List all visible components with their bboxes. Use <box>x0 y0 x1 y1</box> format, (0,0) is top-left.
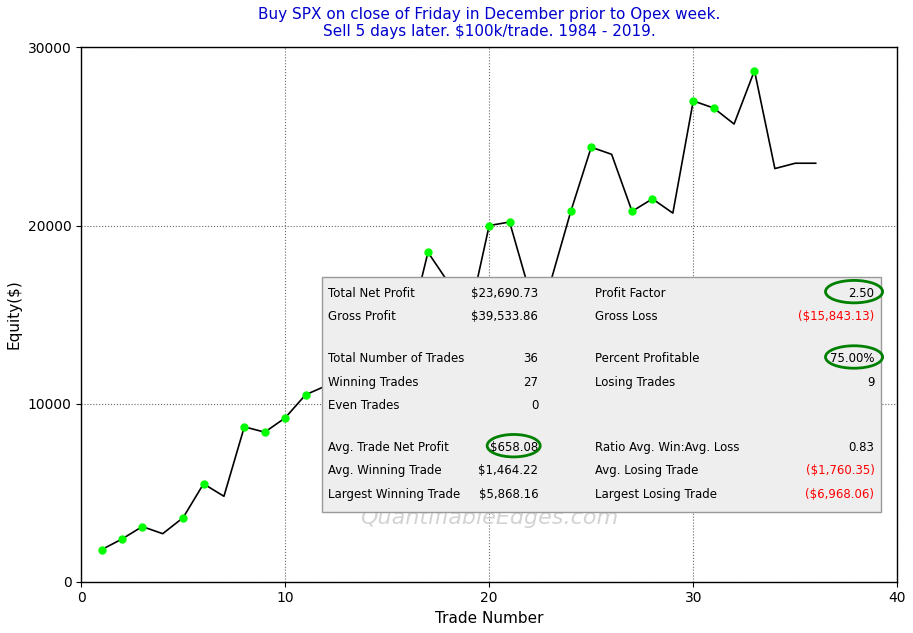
Text: 36: 36 <box>523 352 538 365</box>
Text: Gross Loss: Gross Loss <box>595 310 658 323</box>
Text: Profit Factor: Profit Factor <box>595 287 666 300</box>
Text: $658.08: $658.08 <box>490 441 538 454</box>
Text: Total Number of Trades: Total Number of Trades <box>329 352 465 365</box>
Text: Avg. Trade Net Profit: Avg. Trade Net Profit <box>329 441 449 454</box>
Text: Largest Losing Trade: Largest Losing Trade <box>595 487 718 501</box>
Text: ($15,843.13): ($15,843.13) <box>798 310 875 323</box>
Text: ($6,968.06): ($6,968.06) <box>805 487 875 501</box>
Text: 27: 27 <box>523 375 538 389</box>
Title: Buy SPX on close of Friday in December prior to Opex week.
Sell 5 days later. $1: Buy SPX on close of Friday in December p… <box>258 7 720 39</box>
Text: Ratio Avg. Win:Avg. Loss: Ratio Avg. Win:Avg. Loss <box>595 441 740 454</box>
Text: 75.00%: 75.00% <box>830 352 875 365</box>
FancyBboxPatch shape <box>322 277 881 512</box>
Text: Avg. Winning Trade: Avg. Winning Trade <box>329 464 442 477</box>
Text: Percent Profitable: Percent Profitable <box>595 352 699 365</box>
Text: Even Trades: Even Trades <box>329 399 400 412</box>
Text: Largest Winning Trade: Largest Winning Trade <box>329 487 461 501</box>
Text: $1,464.22: $1,464.22 <box>478 464 538 477</box>
Text: 0: 0 <box>530 399 538 412</box>
X-axis label: Trade Number: Trade Number <box>435 611 543 626</box>
Text: 0.83: 0.83 <box>848 441 875 454</box>
Text: 9: 9 <box>867 375 875 389</box>
Text: Winning Trades: Winning Trades <box>329 375 419 389</box>
Text: $23,690.73: $23,690.73 <box>471 287 538 300</box>
Text: Total Net Profit: Total Net Profit <box>329 287 415 300</box>
Text: $5,868.16: $5,868.16 <box>478 487 538 501</box>
Text: QuantifiableEdges.com: QuantifiableEdges.com <box>360 508 618 528</box>
Text: ($1,760.35): ($1,760.35) <box>805 464 875 477</box>
Text: Gross Profit: Gross Profit <box>329 310 396 323</box>
Text: Avg. Losing Trade: Avg. Losing Trade <box>595 464 698 477</box>
Y-axis label: Equity($): Equity($) <box>7 280 22 349</box>
Text: 2.50: 2.50 <box>848 287 875 300</box>
Text: Losing Trades: Losing Trades <box>595 375 676 389</box>
Text: $39,533.86: $39,533.86 <box>471 310 538 323</box>
